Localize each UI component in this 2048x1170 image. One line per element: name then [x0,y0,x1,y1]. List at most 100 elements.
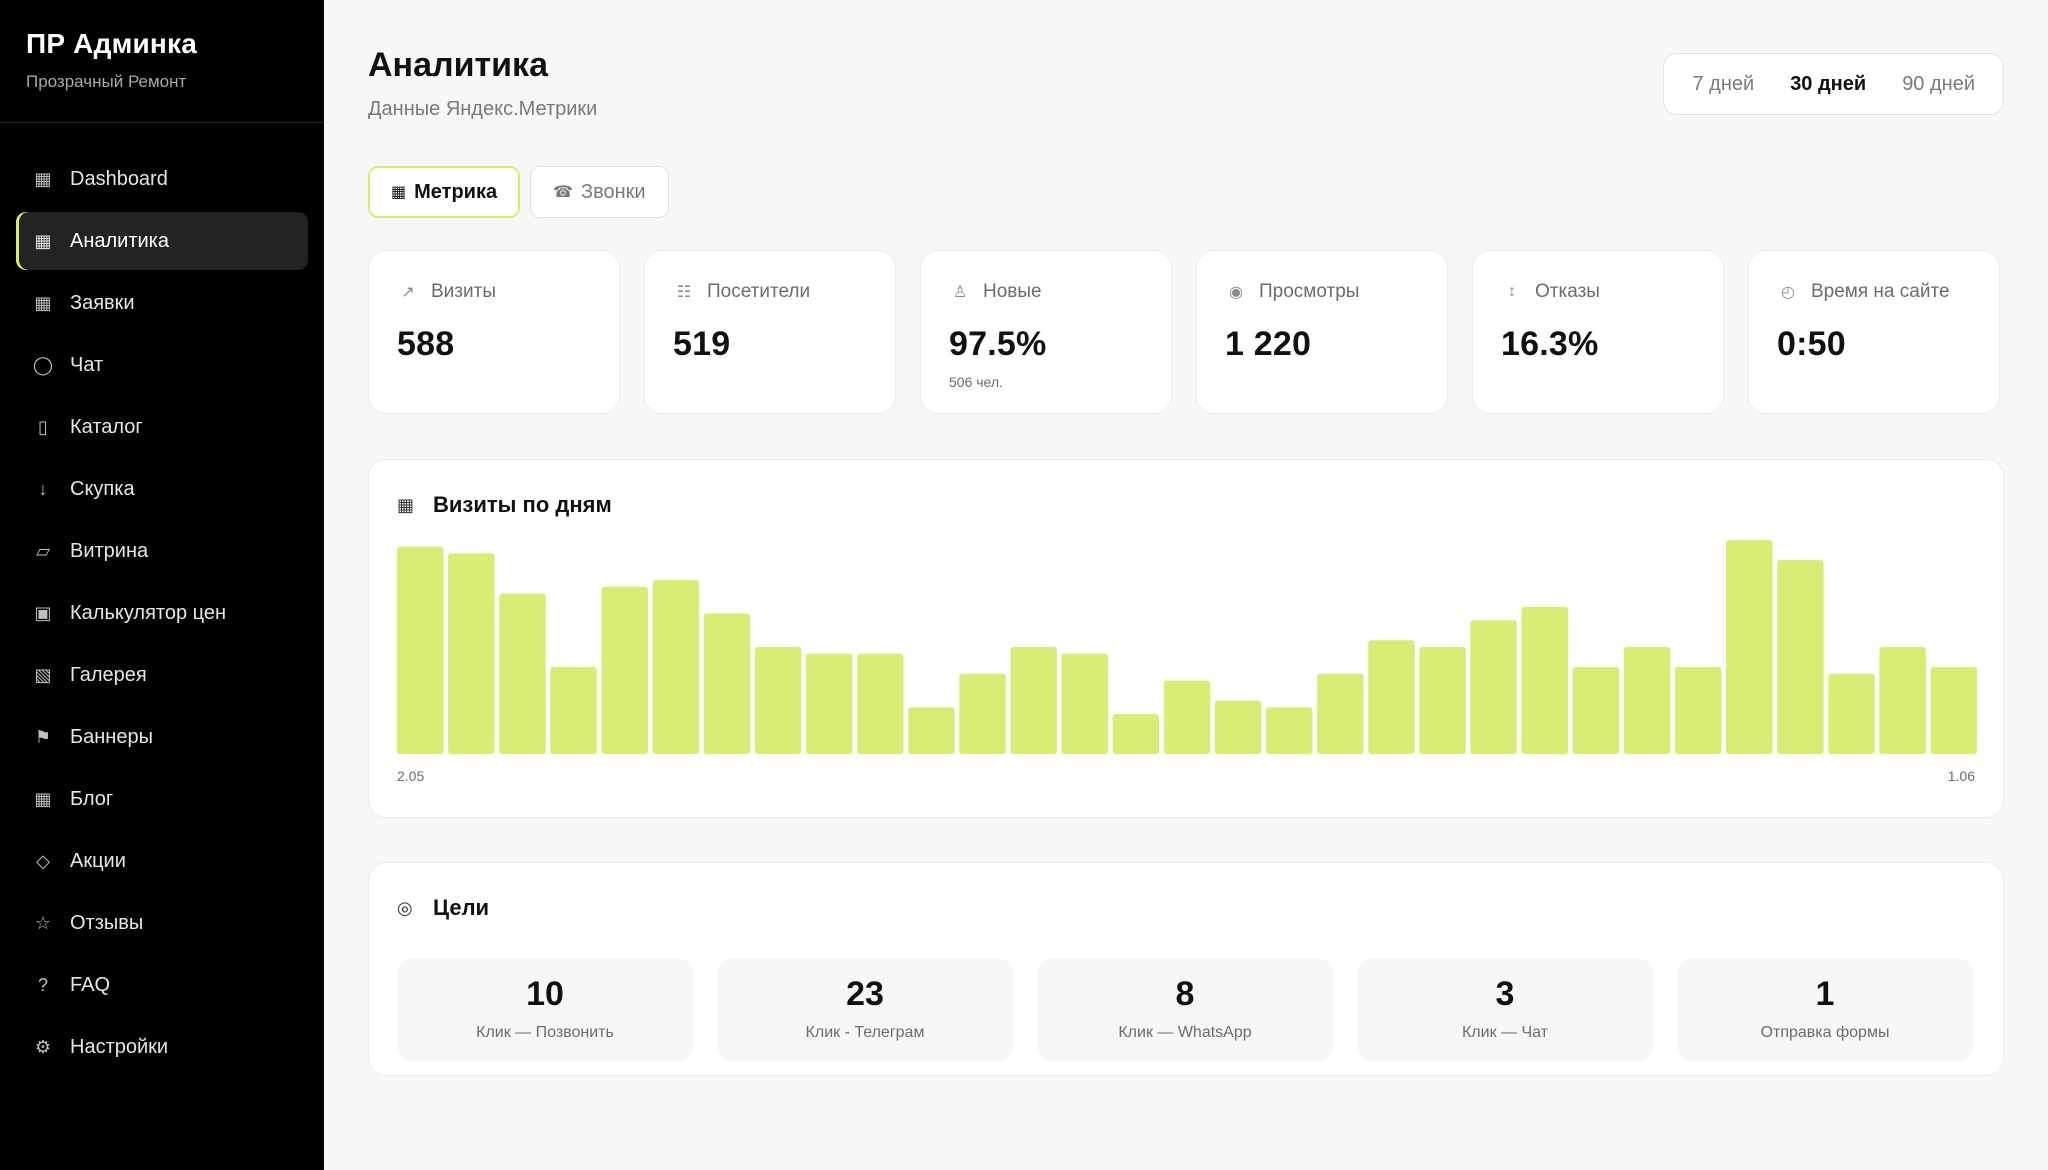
goal-item: 23 Клик - Телеграм [717,959,1013,1061]
diamond-icon: ◇ [36,850,50,871]
chart-bar [1777,560,1824,754]
eye-icon: ◉ [1229,284,1243,301]
sidebar-item-label: Каталог [70,415,143,438]
chart-bar [652,580,700,754]
sidebar-item-faq[interactable]: ? FAQ [16,956,308,1014]
tab-metrika[interactable]: ▦ Метрика [368,166,521,218]
stats-row: ↗ Визиты 588 ☷ Посетители 519 ♙ Новые 97… [368,250,2000,414]
sidebar-item-dashboard[interactable]: ▦ Dashboard [16,150,308,208]
stat-label: ♙ Новые [949,281,1143,303]
sidebar-item-buyback[interactable]: ↓ Скупка [16,460,308,518]
chart-bar [1010,647,1057,754]
sidebar-item-showcase[interactable]: ▱ Витрина [16,522,308,580]
brand: ПР Админка Прозрачный Ремонт [0,0,324,123]
sidebar-item-chat[interactable]: ◯ Чат [16,336,308,394]
sidebar-item-label: FAQ [70,973,111,996]
period-90-days[interactable]: 90 дней [1902,72,1975,95]
chart-bar [703,613,751,754]
chart-icon: ▦ [391,184,407,201]
goals-list: 10 Клик — Позвонить 23 Клик - Телеграм 8… [397,959,1973,1061]
user-icon: ♙ [952,284,968,301]
stat-value: 97.5% [949,325,1047,363]
sidebar-item-price-calculator[interactable]: ▣ Калькулятор цен [16,584,308,642]
chart-bar [1214,700,1262,754]
chart-bar [1317,673,1364,754]
chart-title-text: Визиты по дням [433,492,612,517]
requests-icon: ▦ [34,292,52,313]
chart-bar [1572,667,1620,754]
stat-value: 588 [397,325,455,363]
catalog-icon: ▯ [38,416,48,437]
goal-item: 10 Клик — Позвонить [397,959,693,1061]
goals-title-text: Цели [433,895,490,920]
sidebar-item-label: Галерея [70,663,147,686]
visits-chart-card: ▦ Визиты по дням 2.05 1.06 [368,459,2004,818]
chart-bar [1674,667,1722,754]
stat-label: ☷ Посетители [673,281,867,303]
goal-value: 3 [1495,975,1515,1013]
buyback-icon: ↓ [38,478,48,499]
x-axis-end-label: 1.06 [1947,768,1975,784]
clock-icon: ◴ [1781,284,1795,301]
sidebar-item-requests[interactable]: ▦ Заявки [16,274,308,332]
stat-label-text: Просмотры [1259,281,1360,302]
sidebar-item-label: Баннеры [70,725,153,748]
dashboard-icon: ▦ [34,168,52,189]
chart-bar [1368,640,1415,754]
stat-value: 16.3% [1501,325,1599,363]
sidebar-item-label: Блог [70,787,114,810]
sidebar-item-label: Отзывы [70,911,144,934]
question-icon: ? [37,974,48,995]
goal-label: Клик — Чат [1461,1024,1549,1041]
chart-icon: ▦ [397,494,415,515]
sidebar-item-settings[interactable]: ⚙ Настройки [16,1018,308,1076]
showcase-icon: ▱ [36,540,50,561]
sidebar-nav: ▦ Dashboard ▦ Аналитика ▦ Заявки ◯ Чат ▯… [0,123,324,1076]
sidebar-item-promotions[interactable]: ◇ Акции [16,832,308,890]
tab-label: Метрика [414,180,498,203]
sidebar-item-catalog[interactable]: ▯ Каталог [16,398,308,456]
chart-bar [397,546,444,754]
stat-label-text: Визиты [431,281,496,302]
page-subtitle: Данные Яндекс.Метрики [368,98,598,120]
chart-bar [857,653,904,754]
goal-item: 3 Клик — Чат [1357,959,1653,1061]
tabs: ▦ Метрика ☎ Звонки [368,166,669,218]
calculator-icon: ▣ [34,602,52,623]
chart-bar [550,667,597,754]
users-icon: ☷ [676,284,692,301]
stat-card-pageviews: ◉ Просмотры 1 220 [1196,250,1448,414]
sidebar-item-reviews[interactable]: ☆ Отзывы [16,894,308,952]
stat-label: ↗ Визиты [397,281,591,303]
sidebar-item-gallery[interactable]: ▧ Галерея [16,646,308,704]
chart-bar [1061,653,1109,754]
trend-up-icon: ↗ [401,284,415,301]
arrows-vertical-icon: ↕ [1508,283,1516,300]
period-30-days[interactable]: 30 дней [1790,72,1867,95]
chart-bar [908,707,955,754]
period-7-days[interactable]: 7 дней [1692,72,1755,95]
stat-label: ↕ Отказы [1501,281,1695,303]
goal-value: 23 [846,975,884,1013]
chart-bar [1930,667,1977,754]
page-title: Аналитика [368,46,548,84]
chart-bar [1879,647,1926,754]
goal-item: 8 Клик — WhatsApp [1037,959,1333,1061]
sidebar-item-blog[interactable]: ▦ Блог [16,770,308,828]
sidebar-item-analytics[interactable]: ▦ Аналитика [16,212,308,270]
chart-title: ▦ Визиты по дням [397,492,612,518]
stat-label: ◉ Просмотры [1225,281,1419,303]
chart-bar [1470,620,1517,754]
stat-card-new: ♙ Новые 97.5% 506 чел. [920,250,1172,414]
goals-title: ◎ Цели [397,895,489,921]
sidebar-item-banners[interactable]: ⚑ Баннеры [16,708,308,766]
target-icon: ◎ [397,897,413,918]
chart-bar [1521,606,1569,754]
chart-bar [1623,647,1671,754]
visits-bar-chart [397,540,1977,754]
sidebar-item-label: Скупка [70,477,135,500]
tab-calls[interactable]: ☎ Звонки [530,166,669,218]
phone-icon: ☎ [553,184,574,201]
goals-card: ◎ Цели 10 Клик — Позвонить 23 Клик - Тел… [368,862,2004,1076]
chart-bar [959,673,1006,754]
